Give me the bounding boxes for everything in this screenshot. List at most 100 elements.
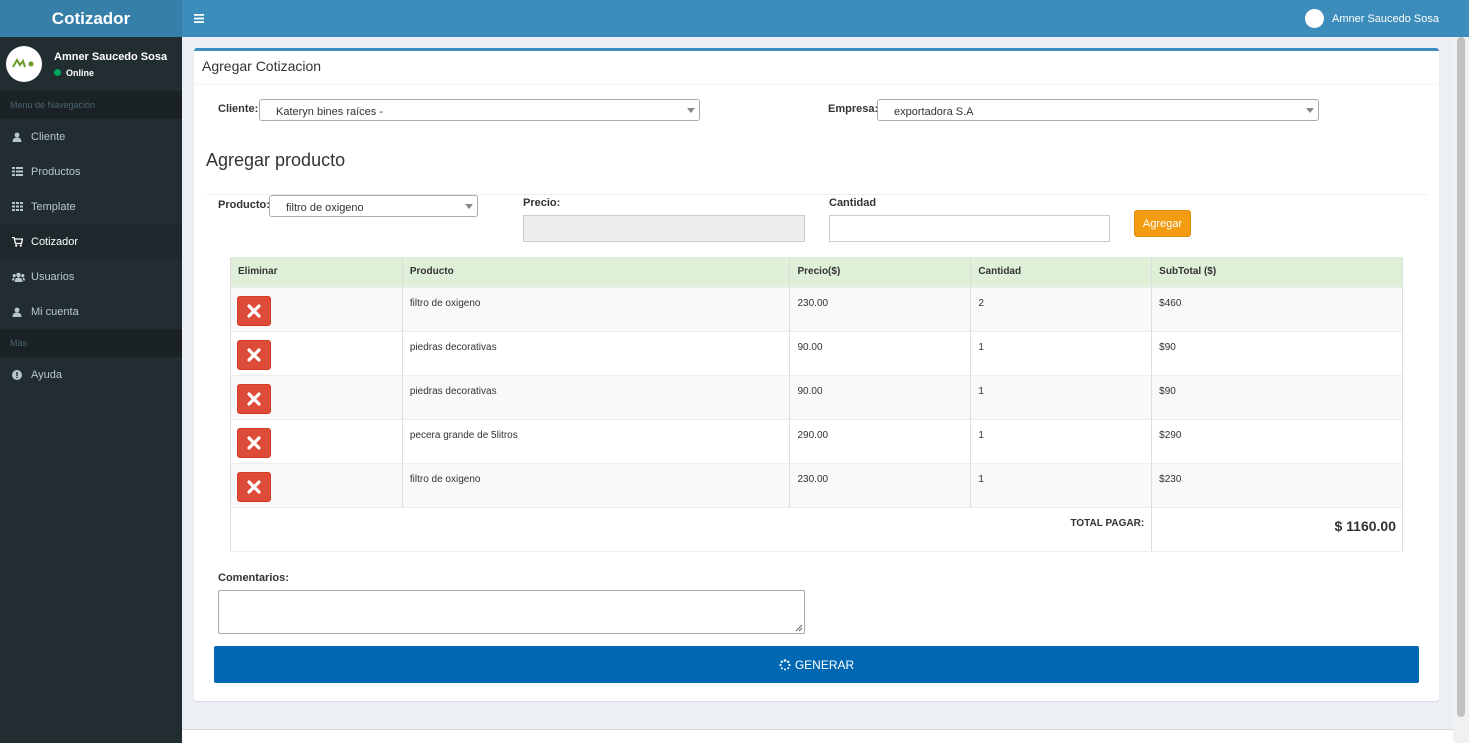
user-status: Online xyxy=(54,68,167,78)
cell-cantidad: 1 xyxy=(970,330,1152,375)
cliente-select[interactable]: Kateryn bines raíces - xyxy=(259,99,700,121)
cell-cantidad: 1 xyxy=(970,374,1152,419)
divider xyxy=(206,194,1427,195)
delete-button[interactable] xyxy=(237,295,271,326)
table-row: piedras decorativas 90.00 1 $90 xyxy=(230,330,1403,375)
online-status-icon xyxy=(54,69,61,76)
empresa-label: Empresa: xyxy=(828,103,879,115)
empresa-select[interactable]: exportadora S.A xyxy=(877,99,1319,121)
sidebar-item-ayuda[interactable]: Ayuda xyxy=(0,357,182,392)
delete-button[interactable] xyxy=(237,339,271,370)
sidebar-item-cliente[interactable]: Cliente xyxy=(0,119,182,154)
topbar-user-menu[interactable]: Amner Saucedo Sosa xyxy=(1304,9,1439,28)
user-icon xyxy=(12,307,31,317)
user-name: Amner Saucedo Sosa xyxy=(54,50,168,63)
comentarios-label: Comentarios: xyxy=(218,572,289,584)
sidebar-more-header: Más xyxy=(0,329,182,357)
cell-subtotal: $90 xyxy=(1151,330,1403,375)
sidebar: Cotizador Amner Saucedo Sosa Online Menu… xyxy=(0,0,182,743)
sidebar-item-productos[interactable]: Productos xyxy=(0,154,182,189)
user-icon xyxy=(12,132,31,142)
user-panel: Amner Saucedo Sosa Online xyxy=(0,37,182,91)
total-value: $ 1160.00 xyxy=(1151,506,1403,552)
cell-producto: piedras decorativas xyxy=(401,330,790,375)
total-row: TOTAL PAGAR: $ 1160.00 xyxy=(229,506,1403,552)
chevron-down-icon xyxy=(465,204,473,209)
sidebar-item-label: Ayuda xyxy=(31,368,62,381)
sidebar-item-label: Productos xyxy=(31,165,81,178)
cell-subtotal: $90 xyxy=(1151,374,1403,419)
table-row: pecera grande de 5litros 290.00 1 $290 xyxy=(230,418,1403,463)
table-row: piedras decorativas 90.00 1 $90 xyxy=(230,374,1403,419)
cliente-select-value: Kateryn bines raíces - xyxy=(276,106,383,118)
generar-button[interactable]: GENERAR xyxy=(214,646,1419,683)
column-header: Eliminar xyxy=(230,257,403,287)
scrollbar-thumb[interactable] xyxy=(1457,37,1465,717)
cell-subtotal: $230 xyxy=(1151,462,1403,507)
cell-producto: filtro de oxigeno xyxy=(401,462,790,507)
sidebar-item-label: Mi cuenta xyxy=(31,305,79,318)
cliente-label: Cliente: xyxy=(218,103,259,115)
chevron-down-icon xyxy=(687,108,695,113)
topbar: Amner Saucedo Sosa xyxy=(182,0,1469,37)
close-icon xyxy=(247,391,261,406)
delete-button[interactable] xyxy=(237,383,271,414)
generar-button-label: GENERAR xyxy=(794,657,855,672)
producto-label: Producto: xyxy=(218,199,270,211)
sidebar-item-label: Cliente xyxy=(31,130,66,143)
cell-producto: pecera grande de 5litros xyxy=(401,418,790,463)
column-header: SubTotal ($) xyxy=(1151,257,1403,287)
resize-handle-icon[interactable] xyxy=(795,624,803,632)
cell-producto: piedras decorativas xyxy=(401,374,790,419)
cell-precio: 230.00 xyxy=(789,462,971,507)
producto-select[interactable]: filtro de oxigeno xyxy=(269,195,478,217)
chevron-down-icon xyxy=(1306,108,1314,113)
cell-precio: 90.00 xyxy=(789,330,971,375)
delete-button[interactable] xyxy=(237,471,271,502)
cell-cantidad: 1 xyxy=(970,418,1152,463)
box-title: Agregar Cotizacion xyxy=(194,51,1439,85)
list-icon xyxy=(12,167,31,176)
hamburger-menu-icon[interactable] xyxy=(194,12,204,26)
agregar-button[interactable]: Agregar xyxy=(1134,210,1191,237)
precio-label: Precio: xyxy=(523,197,561,209)
grid-icon xyxy=(12,202,31,211)
sidebar-item-usuarios[interactable]: Usuarios xyxy=(0,259,182,294)
close-icon xyxy=(247,303,261,318)
app-logo[interactable]: Cotizador xyxy=(0,0,182,37)
comentarios-textarea[interactable] xyxy=(218,590,805,634)
precio-input xyxy=(523,215,805,242)
avatar xyxy=(1304,9,1324,28)
column-header: Cantidad xyxy=(970,257,1152,287)
cantidad-label: Cantidad xyxy=(829,197,877,209)
table-row: filtro de oxigeno 230.00 2 $460 xyxy=(230,286,1403,331)
section-title: Agregar producto xyxy=(206,150,346,170)
cantidad-input[interactable] xyxy=(829,215,1110,242)
sidebar-item-label: Usuarios xyxy=(31,270,75,283)
scrollbar[interactable] xyxy=(1453,37,1469,743)
sidebar-item-template[interactable]: Template xyxy=(0,189,182,224)
cell-cantidad: 1 xyxy=(970,462,1152,507)
cell-precio: 90.00 xyxy=(789,374,971,419)
delete-button[interactable] xyxy=(237,427,271,458)
sidebar-item-cotizador[interactable]: Cotizador xyxy=(0,224,182,259)
footer xyxy=(182,729,1453,743)
sidebar-item-mi-cuenta[interactable]: Mi cuenta xyxy=(0,294,182,329)
column-header: Producto xyxy=(401,257,790,287)
close-icon xyxy=(247,347,261,362)
avatar xyxy=(6,46,42,82)
column-header: Precio($) xyxy=(789,257,971,287)
cell-precio: 290.00 xyxy=(789,418,971,463)
total-label: TOTAL PAGAR: xyxy=(229,506,1152,552)
info-circle-icon xyxy=(12,369,31,380)
users-icon xyxy=(12,272,31,282)
cell-subtotal: $460 xyxy=(1151,286,1403,331)
spinner-icon xyxy=(779,658,791,670)
cell-precio: 230.00 xyxy=(789,286,971,331)
quote-box: Agregar Cotizacion Cliente: Kateryn bine… xyxy=(194,48,1439,701)
products-table: Eliminar Producto Precio($) Cantidad Sub… xyxy=(229,257,1403,552)
topbar-user-name: Amner Saucedo Sosa xyxy=(1331,12,1439,25)
sidebar-nav-header: Menu de Navegación xyxy=(0,91,182,119)
cell-cantidad: 2 xyxy=(970,286,1152,331)
empresa-select-value: exportadora S.A xyxy=(894,106,974,118)
